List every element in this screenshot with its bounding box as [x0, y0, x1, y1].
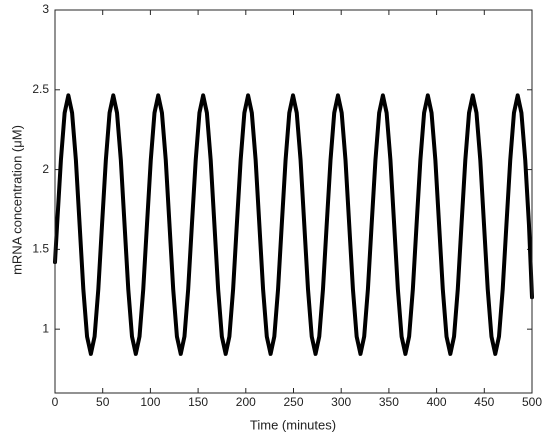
x-tick-label: 150: [188, 395, 208, 409]
x-tick-label: 400: [427, 395, 447, 409]
plot-frame: [54, 9, 533, 394]
y-axis-title: mRNA concentration (μM): [9, 125, 24, 275]
y-tick-label: 2.5: [32, 82, 49, 96]
x-tick-label: 500: [522, 395, 542, 409]
x-tick-label: 350: [379, 395, 399, 409]
data-line: [53, 93, 534, 356]
x-tick-label: 300: [331, 395, 351, 409]
x-tick-label: 450: [474, 395, 494, 409]
x-tick-label: 250: [283, 395, 303, 409]
x-tick-label: 0: [52, 395, 59, 409]
y-tick-label: 2: [42, 162, 49, 176]
y-tick-label: 1: [42, 321, 49, 335]
x-axis-title: Time (minutes): [250, 417, 336, 432]
x-tick-label: 100: [140, 395, 160, 409]
x-tick-label: 200: [236, 395, 256, 409]
y-tick-label: 1.5: [32, 242, 49, 256]
x-tick-label: 50: [96, 395, 110, 409]
y-tick-label: 3: [42, 2, 49, 16]
